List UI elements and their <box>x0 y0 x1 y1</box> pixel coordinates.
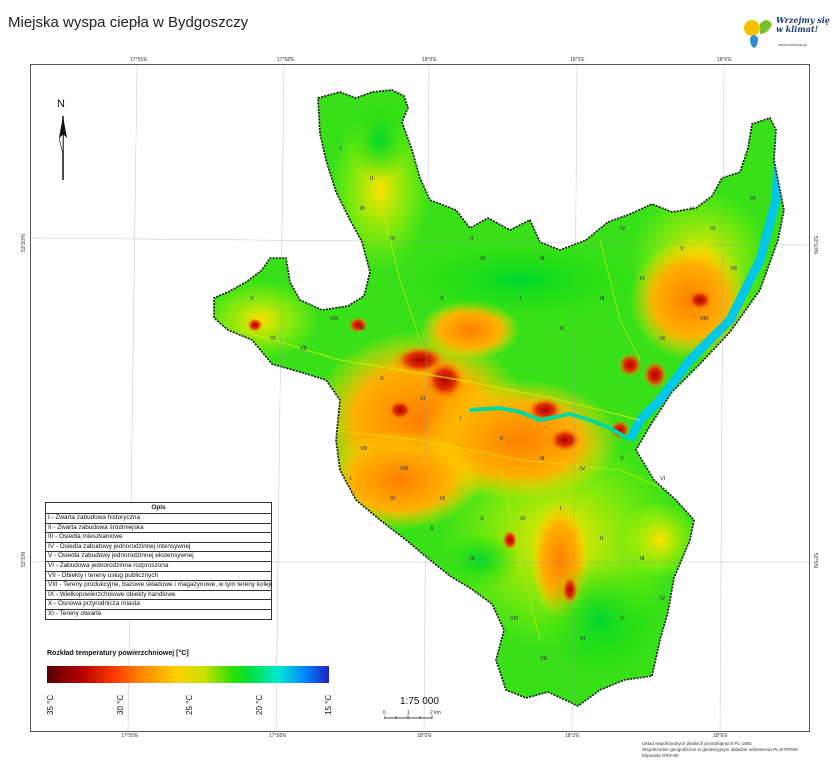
legend-item: III - Osiedla mieszkaniowe <box>46 533 271 543</box>
zone-label: VIII <box>400 466 409 472</box>
footer-line: Elipsoida GRS-80 <box>642 753 679 758</box>
zone-label: V <box>250 296 254 302</box>
legend-item: X - Osnowa przyrodnicza miasta <box>46 600 271 610</box>
footer-line: Współrzędne geograficzne w geodezyjnym u… <box>642 747 798 752</box>
zone-label: I <box>520 296 522 302</box>
zone-label: X <box>430 526 434 532</box>
zone-label: V <box>680 246 684 252</box>
zone-label: V <box>620 616 624 622</box>
scale-bar <box>384 715 433 719</box>
map-title: Miejska wyspa ciepła w Bydgoszczy <box>8 14 249 31</box>
zone-label: VII <box>730 266 737 272</box>
zone-label: II <box>500 436 504 442</box>
zone-label: VI <box>710 226 716 232</box>
zone-label: II <box>470 236 474 242</box>
legend-item: II - Zwarta zabudowa śródmiejska <box>46 524 271 534</box>
zone-label: I <box>340 146 342 152</box>
zone-label: VII <box>300 346 307 352</box>
ramp-tick: 30 °C <box>116 694 125 715</box>
zone-label: VI <box>580 636 586 642</box>
zone-label: XI <box>520 516 526 522</box>
zone-label: VIII <box>700 316 709 322</box>
map-footer: Układ współrzędnych płaskich prostokątny… <box>642 741 798 759</box>
zone-label: III <box>640 556 645 562</box>
zone-label: X <box>480 516 484 522</box>
ramp-tick: 35 °C <box>46 694 55 715</box>
legend-item: IV - Osiedla zabudowy jednorodzinnej int… <box>46 543 271 553</box>
legend-item: VII - Obiekty i tereny usług publicznych <box>46 572 271 582</box>
coord-top-2: 17°58'E <box>277 57 295 63</box>
zone-label: III <box>360 206 365 212</box>
ramp-tick: 20 °C <box>255 694 264 715</box>
zone-label: IV <box>620 226 626 232</box>
legend-title: Opis <box>46 503 271 514</box>
zone-label: I <box>460 416 462 422</box>
scale-tick: 0 <box>383 710 386 716</box>
zone-label: XI <box>480 256 486 262</box>
logo-icon <box>744 20 772 48</box>
zone-label: II <box>560 326 564 332</box>
zone-label: VIII <box>510 616 519 622</box>
zone-label: IV <box>660 596 666 602</box>
coord-bottom-2: 17°58'E <box>269 733 287 739</box>
temperature-ramp <box>47 666 329 683</box>
legend-item: I - Zwarta zabudowa historyczna <box>46 514 271 524</box>
zone-label: III <box>540 456 545 462</box>
coord-top-3: 18°0'E <box>422 57 437 63</box>
coord-top-5: 18°6'E <box>717 57 732 63</box>
zone-label: V <box>690 206 694 212</box>
zone-label: IV <box>390 236 396 242</box>
legend-item: XI - Tereny otwarte <box>48 609 102 617</box>
ramp-tick: 15 °C <box>324 694 333 715</box>
scale-tick: 2 km <box>430 710 441 716</box>
zone-label: IX <box>360 326 366 332</box>
zone-label: II <box>600 536 604 542</box>
zone-label: VI <box>660 476 666 482</box>
legend-item: VIII - Tereny produkcyjne, bazowe składo… <box>46 581 271 591</box>
ramp-tick: 25 °C <box>185 694 194 715</box>
legend-item: VI - Zabudowa jednorodzinna rozproszona <box>46 562 271 572</box>
zone-label: IX <box>440 496 446 502</box>
logo-text: Wrzejmy się w klimat! <box>776 15 830 34</box>
zone-label: XI <box>420 396 426 402</box>
ramp-title: Rozkład temperatury powierzchniowej [°C] <box>47 650 189 657</box>
zone-label: I <box>560 506 562 512</box>
footer-line: Układ współrzędnych płaskich prostokątny… <box>642 741 752 746</box>
zone-label: IX <box>470 556 476 562</box>
north-label: N <box>57 98 65 110</box>
zone-label: VII <box>540 656 547 662</box>
coord-bottom-3: 18°0'E <box>417 733 432 739</box>
legend-table: Opis I - Zwarta zabudowa historyczna II … <box>45 502 272 620</box>
coord-top-1: 17°55'E <box>130 57 148 63</box>
coord-bottom-5: 18°6'E <box>713 733 728 739</box>
zone-label: VI <box>270 336 276 342</box>
coord-bottom-4: 18°3'E <box>565 733 580 739</box>
north-arrow-icon <box>58 116 67 180</box>
legend-item: IX - Wielkopowierzchniowe obiekty handlo… <box>46 591 271 601</box>
zone-label: VIII <box>330 316 339 322</box>
zone-label: III <box>540 256 545 262</box>
zone-label: IV <box>580 466 586 472</box>
zone-label: VII <box>360 446 367 452</box>
scale-tick: 1 <box>407 710 410 716</box>
zone-label: VI <box>750 196 756 202</box>
zone-label: II <box>370 176 374 182</box>
zone-label: V <box>620 456 624 462</box>
scale-label: 1:75 000 <box>400 696 439 707</box>
zone-label: III <box>600 296 605 302</box>
zone-label: IX <box>660 336 666 342</box>
zone-label: X <box>380 376 384 382</box>
coord-bottom-1: 17°55'E <box>121 733 139 739</box>
coord-top-4: 18°3'E <box>570 57 585 63</box>
zone-label: X <box>440 296 444 302</box>
zone-label: XI <box>390 496 396 502</box>
logo-url: www.fundacja.pl <box>778 42 807 47</box>
legend-item: V - Osiedla zabudowy jednorodzinnej ekst… <box>46 552 271 562</box>
zone-label: I <box>350 476 352 482</box>
zone-label: IV <box>640 276 646 282</box>
